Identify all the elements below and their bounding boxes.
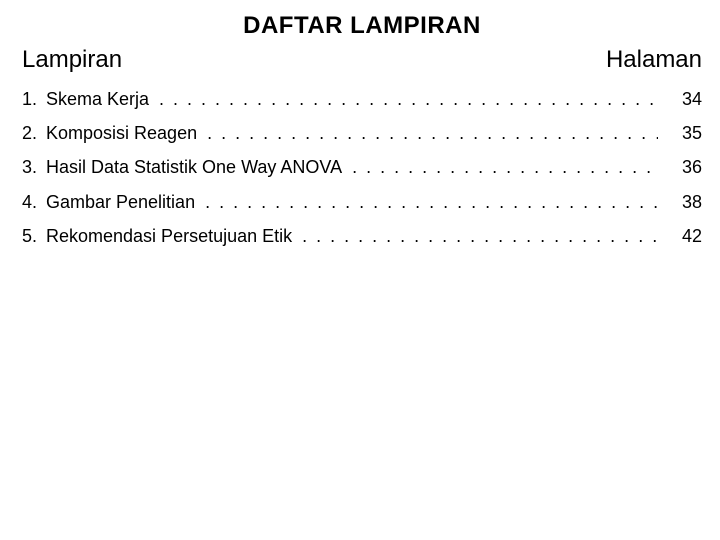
document-page: DAFTAR LAMPIRAN Lampiran Halaman 1. Skem… — [0, 0, 720, 540]
toc-item-number: 2. — [22, 116, 46, 150]
toc-item-page: 34 — [658, 82, 702, 116]
toc-header-left: Lampiran — [22, 46, 122, 74]
toc-item-number: 1. — [22, 82, 46, 116]
toc-item-page: 36 — [658, 150, 702, 184]
toc-leader-dots — [207, 116, 658, 150]
toc-leader-dots — [159, 82, 658, 116]
toc-item: 5. Rekomendasi Persetujuan Etik 42 — [22, 219, 702, 253]
toc-item-page: 38 — [658, 185, 702, 219]
toc-header-right: Halaman — [606, 46, 702, 74]
toc-leader-dots — [205, 185, 658, 219]
toc-item: 3. Hasil Data Statistik One Way ANOVA 36 — [22, 150, 702, 184]
toc-leader-dots — [352, 150, 658, 184]
toc-item-number: 3. — [22, 150, 46, 184]
toc-item-label: Gambar Penelitian — [46, 185, 205, 219]
toc-item-label: Skema Kerja — [46, 82, 159, 116]
toc-header-row: Lampiran Halaman — [22, 46, 702, 74]
toc-item-page: 42 — [658, 219, 702, 253]
toc-item: 4. Gambar Penelitian 38 — [22, 185, 702, 219]
toc-item-number: 5. — [22, 219, 46, 253]
toc-item-number: 4. — [22, 185, 46, 219]
toc-leader-dots — [302, 219, 658, 253]
page-title: DAFTAR LAMPIRAN — [22, 12, 702, 40]
toc-list: 1. Skema Kerja 34 2. Komposisi Reagen 35… — [22, 82, 702, 253]
toc-item-label: Rekomendasi Persetujuan Etik — [46, 219, 302, 253]
toc-item: 1. Skema Kerja 34 — [22, 82, 702, 116]
toc-item-label: Hasil Data Statistik One Way ANOVA — [46, 150, 352, 184]
toc-item-label: Komposisi Reagen — [46, 116, 207, 150]
toc-item: 2. Komposisi Reagen 35 — [22, 116, 702, 150]
toc-item-page: 35 — [658, 116, 702, 150]
